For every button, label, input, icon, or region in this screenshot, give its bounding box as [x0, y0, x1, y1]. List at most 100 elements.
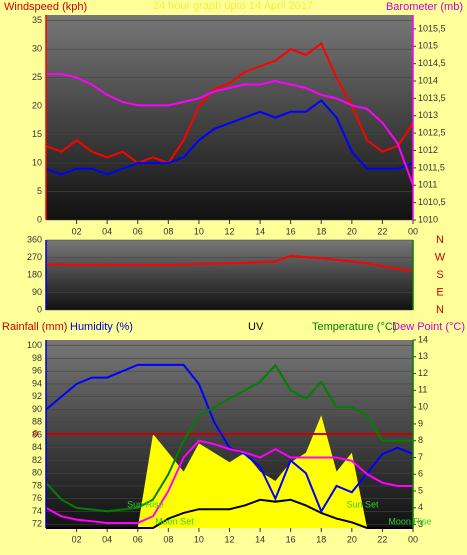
y-tick-label: 90	[32, 287, 42, 297]
y-tick-label: 76	[32, 493, 42, 503]
x-tick-label: 06	[133, 226, 143, 236]
x-tick-label: 14	[255, 534, 265, 544]
y-tick-label: 78	[32, 480, 42, 490]
x-tick-label: 22	[377, 226, 387, 236]
y2-tick-label: 12	[418, 368, 428, 378]
y-tick-label: 10	[32, 157, 42, 167]
y2-tick-label: 9	[418, 418, 423, 428]
y2-tick-label: 1013	[418, 110, 438, 120]
y-tick-label: 82	[32, 455, 42, 465]
y-tick-label: 84	[32, 442, 42, 452]
dew-label: Dew Point (°C)	[392, 321, 465, 333]
series-line	[45, 254, 414, 273]
x-tick-label: 16	[286, 226, 296, 236]
x-tick-label: 16	[286, 534, 296, 544]
x-tick-label: 00	[408, 534, 418, 544]
series-line	[46, 498, 413, 529]
y-tick-label: 15	[32, 129, 42, 139]
y-tick-label: 30	[32, 44, 42, 54]
y2-tick-label: 10	[418, 402, 428, 412]
humidity-label: Humidity (%)	[70, 321, 133, 333]
title: 24 hour graph upto 14 April 2017	[153, 0, 313, 12]
y2-tick-label: 1012	[418, 145, 438, 155]
series-line	[46, 73, 414, 186]
baro-label: Barometer (mb)	[386, 1, 463, 13]
y-tick-label: 74	[32, 506, 42, 516]
y-tick-label: 90	[32, 404, 42, 414]
temp-label: Temperature (°C)	[312, 321, 396, 333]
y2-tick-label: 1011	[418, 180, 437, 190]
series-line	[45, 439, 413, 524]
y-tick-label: 0	[37, 214, 42, 224]
direction-label: N	[436, 304, 444, 316]
direction-label: N	[436, 234, 444, 246]
y2-tick-label: 11	[418, 385, 427, 395]
x-tick-label: 08	[163, 534, 173, 544]
y-tick-label: 360	[27, 234, 42, 244]
y2-tick-label: 1014	[418, 75, 438, 85]
x-tick-label: 04	[102, 226, 112, 236]
y2-tick-label: 6	[418, 469, 423, 479]
y-tick-label: 100	[27, 340, 42, 350]
annotation: Sun Set	[347, 499, 380, 509]
direction-label: E	[436, 286, 443, 298]
x-tick-label: 08	[163, 226, 173, 236]
y2-tick-label: 1010,5	[418, 197, 446, 207]
rain-tick-label: 0	[33, 428, 38, 438]
series-line	[45, 99, 414, 176]
x-tick-label: 20	[347, 226, 357, 236]
y2-tick-label: 1015	[418, 41, 438, 51]
x-tick-label: 22	[377, 534, 387, 544]
y-tick-label: 25	[32, 72, 42, 82]
annotation: Moon Rise	[388, 516, 431, 526]
y-tick-label: 180	[27, 269, 42, 279]
x-tick-label: 20	[347, 534, 357, 544]
x-tick-label: 10	[194, 226, 204, 236]
y-tick-label: 96	[32, 366, 42, 376]
y-tick-label: 0	[37, 304, 42, 314]
x-tick-label: 14	[255, 226, 265, 236]
uv-label: UV	[248, 321, 264, 333]
y2-tick-label: 14	[418, 334, 428, 344]
y2-tick-label: 1011,5	[418, 162, 445, 172]
y-tick-label: 86	[32, 429, 42, 439]
y-tick-label: 35	[32, 15, 42, 25]
x-tick-label: 06	[133, 534, 143, 544]
annotation: Sun Rise	[127, 499, 164, 509]
solar-area	[46, 415, 413, 528]
y2-tick-label: 8	[418, 435, 423, 445]
rain-label: Rainfall (mm)	[2, 321, 67, 333]
y2-tick-label: 13	[418, 351, 428, 361]
series-line	[45, 363, 413, 513]
y-tick-label: 72	[32, 519, 42, 529]
y2-tick-label: 1010	[418, 214, 438, 224]
y-tick-label: 20	[32, 100, 42, 110]
x-tick-label: 18	[316, 534, 326, 544]
x-tick-label: 00	[408, 226, 418, 236]
y-tick-label: 98	[32, 353, 42, 363]
y2-tick-label: 1015,5	[418, 23, 446, 33]
x-tick-label: 12	[224, 534, 234, 544]
y-tick-label: 94	[32, 378, 42, 388]
y-tick-label: 270	[27, 252, 42, 262]
x-tick-label: 12	[224, 226, 234, 236]
x-tick-label: 10	[194, 534, 204, 544]
y-tick-label: 88	[32, 417, 42, 427]
y2-tick-label: 4	[418, 502, 423, 512]
y2-tick-label: 5	[418, 485, 423, 495]
x-tick-label: 18	[316, 226, 326, 236]
annotation: Moon Set	[155, 516, 194, 526]
series-line	[45, 363, 414, 514]
y2-tick-label: 7	[418, 452, 423, 462]
x-tick-label: 02	[72, 226, 82, 236]
x-tick-label: 02	[72, 534, 82, 544]
y-tick-label: 92	[32, 391, 42, 401]
y-tick-label: 5	[37, 186, 42, 196]
direction-label: S	[436, 269, 443, 281]
wind-label: Windspeed (kph)	[4, 1, 87, 13]
y2-tick-label: 3	[418, 519, 423, 529]
direction-label: W	[435, 251, 446, 263]
x-tick-label: 04	[102, 534, 112, 544]
y2-tick-label: 1013,5	[418, 93, 446, 103]
